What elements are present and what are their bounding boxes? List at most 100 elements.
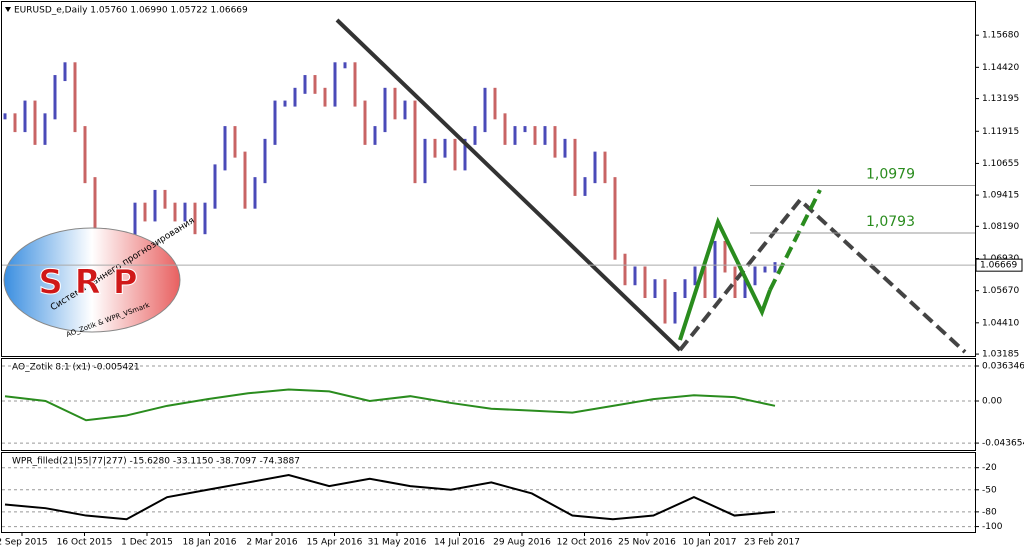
price-bar bbox=[153, 189, 157, 222]
y-tick-label: 1.08190 bbox=[982, 222, 1019, 232]
level-label: 1,0793 bbox=[866, 214, 915, 230]
price-bar bbox=[83, 126, 87, 184]
x-tick-label: 12 Oct 2016 bbox=[557, 538, 613, 548]
price-bar bbox=[543, 126, 547, 145]
price-bar bbox=[523, 126, 527, 133]
price-bar bbox=[183, 202, 187, 222]
price-bar bbox=[673, 292, 677, 324]
y-tick-label: 1.15680 bbox=[982, 31, 1019, 41]
price-bar bbox=[343, 62, 347, 69]
price-bar bbox=[223, 126, 227, 171]
x-tick-label: 16 Oct 2015 bbox=[57, 538, 113, 548]
x-tick-label: 25 Nov 2016 bbox=[618, 538, 676, 548]
wpr-frame bbox=[1, 452, 976, 533]
main-frame bbox=[1, 1, 976, 357]
current-price-box bbox=[975, 258, 1023, 272]
price-bar bbox=[13, 113, 17, 133]
price-bar bbox=[423, 138, 427, 184]
price-bar bbox=[243, 151, 247, 209]
x-tick-label: 14 Jul 2016 bbox=[434, 538, 485, 548]
ao-title: AO_Zotik 8.1 (x1) -0.005421 bbox=[12, 363, 140, 373]
x-tick-label: 15 Apr 2016 bbox=[307, 538, 363, 548]
price-bar bbox=[483, 87, 487, 133]
price-bar bbox=[173, 202, 177, 222]
x-tick-label: 18 Jan 2016 bbox=[183, 538, 237, 548]
price-bar bbox=[723, 240, 727, 273]
y-tick-label: -50 bbox=[982, 485, 997, 495]
y-tick-label: 0.036346 bbox=[982, 361, 1024, 371]
price-bar bbox=[613, 177, 617, 260]
price-bar bbox=[73, 62, 77, 133]
price-bar bbox=[703, 266, 707, 299]
ao-frame bbox=[1, 358, 976, 451]
price-bar bbox=[633, 266, 637, 286]
price-bar bbox=[593, 151, 597, 184]
price-bar bbox=[403, 100, 407, 120]
price-bar bbox=[293, 87, 297, 107]
price-bar bbox=[143, 202, 147, 222]
y-tick-label: 1.13195 bbox=[982, 94, 1019, 104]
forecast-line bbox=[678, 197, 967, 354]
price-bar bbox=[323, 87, 327, 107]
x-tick-label: 2 Sep 2015 bbox=[0, 538, 48, 548]
price-bar bbox=[313, 75, 317, 94]
price-bar bbox=[603, 151, 607, 184]
price-bar bbox=[233, 126, 237, 158]
logo-name: S R P bbox=[38, 263, 137, 303]
wave-line bbox=[678, 216, 772, 341]
price-bar bbox=[333, 62, 337, 107]
y-tick-label: 1.04410 bbox=[982, 318, 1019, 328]
price-bar bbox=[453, 138, 457, 171]
price-bar bbox=[743, 279, 747, 299]
wpr-line bbox=[4, 474, 776, 521]
price-bar bbox=[443, 138, 447, 158]
x-tick-label: 1 Dec 2015 bbox=[121, 538, 173, 548]
price-bar bbox=[643, 266, 647, 299]
price-bar bbox=[93, 177, 97, 235]
logo: Система раннего прогнозирования S R P AO… bbox=[3, 216, 197, 339]
price-bar bbox=[733, 266, 737, 299]
price-bar bbox=[663, 279, 667, 324]
price-bar bbox=[163, 189, 167, 209]
price-bar bbox=[33, 100, 37, 145]
wave-forecast bbox=[768, 189, 822, 291]
price-bar bbox=[503, 113, 507, 145]
price-bar bbox=[393, 87, 397, 120]
price-bar bbox=[493, 87, 497, 120]
y-tick-label: 1.10655 bbox=[982, 159, 1019, 169]
price-bar bbox=[433, 138, 437, 158]
wpr-title: WPR_filled(21|55|77|277) -15.6280 -33.11… bbox=[12, 457, 300, 467]
ao-line bbox=[4, 388, 776, 422]
x-tick-label: 10 Jan 2017 bbox=[683, 538, 737, 548]
x-tick-label: 29 Aug 2016 bbox=[493, 538, 551, 548]
price-bar bbox=[43, 113, 47, 145]
x-tick-label: 2 Mar 2016 bbox=[246, 538, 298, 548]
price-bar bbox=[53, 75, 57, 120]
price-bar bbox=[23, 100, 27, 133]
price-bar bbox=[553, 126, 557, 158]
logo-ellipse bbox=[3, 227, 181, 333]
x-tick-label: 31 May 2016 bbox=[368, 538, 427, 548]
x-tick-label: 23 Feb 2017 bbox=[744, 538, 800, 548]
y-tick-label: 1.11915 bbox=[982, 127, 1019, 137]
panel-frames bbox=[1, 1, 976, 533]
header: EURUSD_e,Daily 1.05760 1.06990 1.05722 1… bbox=[14, 6, 248, 16]
price-bar bbox=[583, 177, 587, 196]
y-tick-label: -0.043654 bbox=[982, 439, 1024, 449]
level-label: 1,0979 bbox=[866, 167, 915, 183]
y-tick-label: -20 bbox=[982, 463, 997, 473]
price-bar bbox=[383, 87, 387, 133]
price-bar bbox=[623, 253, 627, 286]
price-bar bbox=[353, 62, 357, 107]
price-bar bbox=[573, 138, 577, 196]
price-bar bbox=[763, 266, 767, 273]
price-bar bbox=[753, 266, 757, 286]
price-bar bbox=[373, 126, 377, 145]
y-tick-label: 0.00 bbox=[982, 397, 1002, 407]
trend-line bbox=[335, 18, 682, 352]
price-bar bbox=[303, 75, 307, 94]
current-price: 1.06669 bbox=[980, 261, 1017, 271]
price-bar bbox=[133, 202, 137, 247]
price-bar bbox=[3, 113, 7, 120]
price-bar bbox=[63, 62, 67, 82]
